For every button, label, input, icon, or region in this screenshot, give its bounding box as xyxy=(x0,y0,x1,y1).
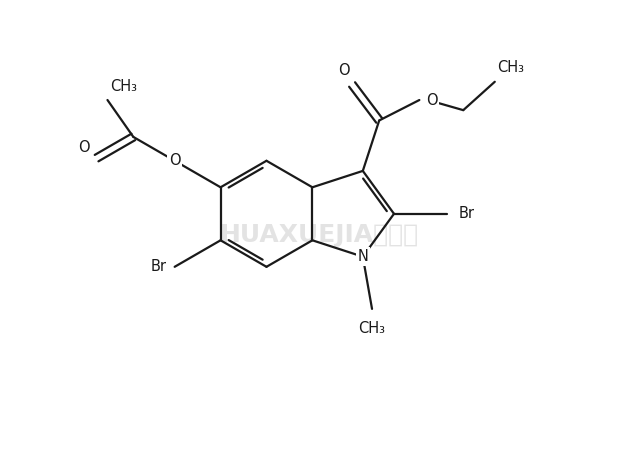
Text: O: O xyxy=(169,153,180,168)
Text: O: O xyxy=(426,93,437,108)
Text: Br: Br xyxy=(151,259,167,274)
Text: CH₃: CH₃ xyxy=(358,321,385,336)
Text: Br: Br xyxy=(459,206,475,221)
Text: O: O xyxy=(79,141,90,156)
Text: CH₃: CH₃ xyxy=(110,78,137,94)
Text: CH₃: CH₃ xyxy=(497,61,525,75)
Text: O: O xyxy=(338,63,350,78)
Text: HUAXUEJIA化学加: HUAXUEJIA化学加 xyxy=(220,223,419,247)
Text: N: N xyxy=(357,249,368,264)
